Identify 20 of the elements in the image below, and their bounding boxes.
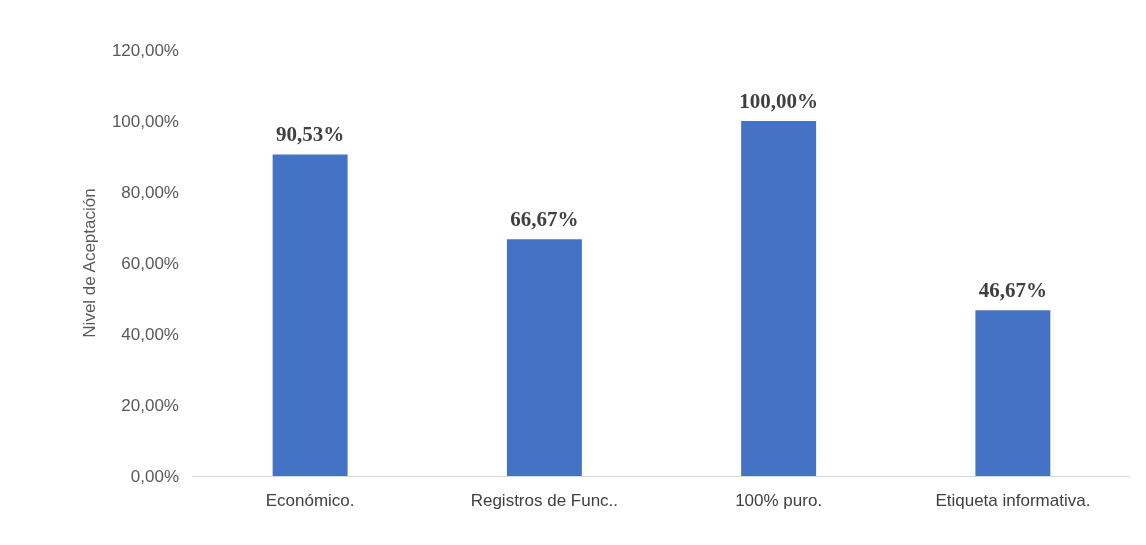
y-tick-label: 40,00%	[121, 324, 179, 344]
data-label: 66,67%	[510, 206, 579, 231]
x-tick-label: Económico.	[265, 491, 355, 510]
bar	[272, 154, 348, 476]
x-tick-label: 100% puro.	[735, 491, 823, 510]
data-label: 90,53%	[276, 122, 345, 147]
x-tick-label: Registros de Func..	[470, 491, 619, 510]
bar	[506, 239, 582, 476]
bar	[741, 121, 817, 476]
y-tick-label: 20,00%	[121, 395, 179, 415]
data-label: 46,67%	[978, 277, 1047, 302]
y-tick-label: 120,00%	[111, 40, 179, 60]
y-tick-label: 100,00%	[111, 111, 179, 131]
y-tick-label: 80,00%	[121, 182, 179, 202]
data-label: 100,00%	[739, 88, 818, 113]
y-axis-title: Nivel de Aceptación	[80, 188, 99, 338]
bar	[975, 310, 1051, 476]
y-tick-label: 60,00%	[121, 253, 179, 273]
y-tick-label: 0,00%	[130, 466, 179, 486]
x-tick-label: Etiqueta informativa.	[935, 491, 1091, 510]
